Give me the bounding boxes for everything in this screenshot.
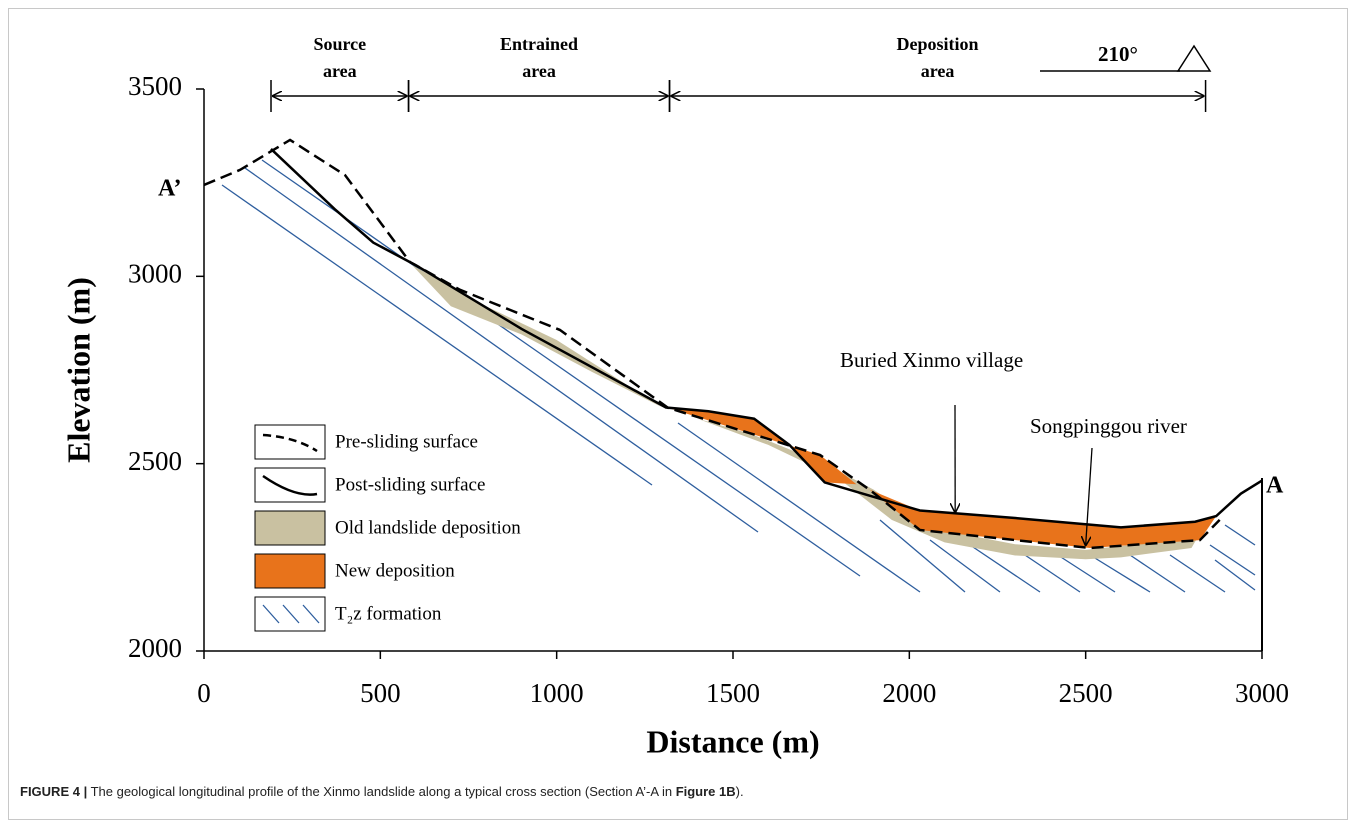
zone-label: Deposition xyxy=(897,34,979,54)
legend-hatch xyxy=(282,604,300,624)
y-axis-title: Elevation (m) xyxy=(60,277,96,463)
section-end-label: A xyxy=(1266,473,1284,499)
direction-label: 210° xyxy=(1098,42,1138,66)
legend-box xyxy=(254,424,326,460)
legend-box xyxy=(254,467,326,503)
legend-label: New deposition xyxy=(335,560,455,581)
zone-label: area xyxy=(522,61,556,81)
x-tick-label: 1500 xyxy=(706,678,760,708)
post-sliding-line xyxy=(270,148,1263,529)
annotation: Buried Xinmo village xyxy=(840,348,1023,372)
section-start-label: A’ xyxy=(158,176,182,202)
zone-label: area xyxy=(323,61,357,81)
deposit-area xyxy=(665,407,1217,548)
x-tick-label: 500 xyxy=(360,678,401,708)
legend-box xyxy=(254,596,326,632)
caption-end: ). xyxy=(735,784,744,799)
legend-label: Post-sliding surface xyxy=(335,474,485,495)
legend-box xyxy=(254,510,326,546)
pre-sliding-line xyxy=(203,138,1221,550)
x-axis-title: Distance (m) xyxy=(646,723,819,759)
annotation-arrow xyxy=(1086,447,1093,545)
orientation-symbol xyxy=(1040,44,1212,72)
zone-label: Entrained xyxy=(500,34,578,54)
legend-label: Old landslide deposition xyxy=(335,517,521,538)
legend-line xyxy=(262,474,318,496)
y-tick-label: 3500 xyxy=(128,71,182,101)
zone-label: Source xyxy=(313,34,366,54)
x-tick-label: 0 xyxy=(197,678,211,708)
figure-frame xyxy=(8,8,1348,820)
zone-label: area xyxy=(921,61,955,81)
x-tick-label: 3000 xyxy=(1235,678,1289,708)
y-tick-label: 2000 xyxy=(128,633,182,663)
legend-hatch xyxy=(262,604,280,624)
legend-hatch xyxy=(302,604,320,624)
caption: FIGURE 4 | The geological longitudinal p… xyxy=(20,784,744,799)
legend-label: T₂z formation xyxy=(335,603,442,624)
x-tick-label: 2000 xyxy=(882,678,936,708)
x-tick-label: 1000 xyxy=(530,678,584,708)
caption-ref: Figure 1B xyxy=(675,784,736,799)
y-tick-label: 3000 xyxy=(128,259,182,289)
caption-text: The geological longitudinal profile of t… xyxy=(87,784,676,799)
hatching xyxy=(221,159,1256,593)
x-tick-label: 2500 xyxy=(1059,678,1113,708)
legend-line xyxy=(262,433,318,453)
legend-box xyxy=(254,553,326,589)
y-tick-label: 2500 xyxy=(128,446,182,476)
caption-label: FIGURE 4 | xyxy=(20,784,88,799)
annotation: Songpinggou river xyxy=(1030,414,1187,438)
legend-label: Pre-sliding surface xyxy=(335,431,478,452)
